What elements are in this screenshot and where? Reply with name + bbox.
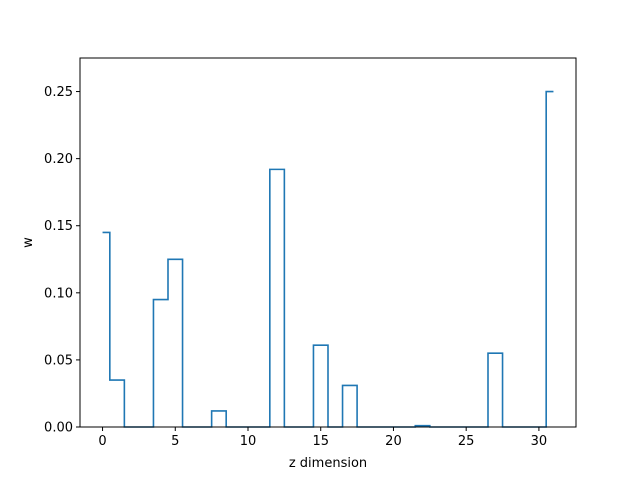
x-tick-label: 15: [312, 434, 329, 449]
y-tick-label: 0.15: [44, 219, 73, 234]
x-tick-label: 10: [240, 434, 257, 449]
x-tick-label: 25: [458, 434, 475, 449]
y-axis-label: w: [21, 237, 36, 248]
y-tick-label: 0.20: [44, 152, 73, 167]
y-axis-ticks: 0.00 0.05 0.10 0.15 0.20 0.25: [44, 85, 80, 436]
y-tick-label: 0.10: [44, 286, 73, 301]
x-axis-ticks: 0 5 10 15 20 25 30: [98, 427, 547, 449]
x-tick-label: 30: [531, 434, 548, 449]
y-tick-label: 0.25: [44, 85, 73, 100]
x-tick-label: 20: [385, 434, 402, 449]
x-tick-label: 5: [171, 434, 179, 449]
plot-frame: [79, 57, 577, 428]
x-tick-label: 0: [98, 434, 106, 449]
y-tick-label: 0.00: [44, 421, 73, 436]
y-tick-label: 0.05: [44, 353, 73, 368]
x-axis-label: z dimension: [289, 456, 367, 471]
